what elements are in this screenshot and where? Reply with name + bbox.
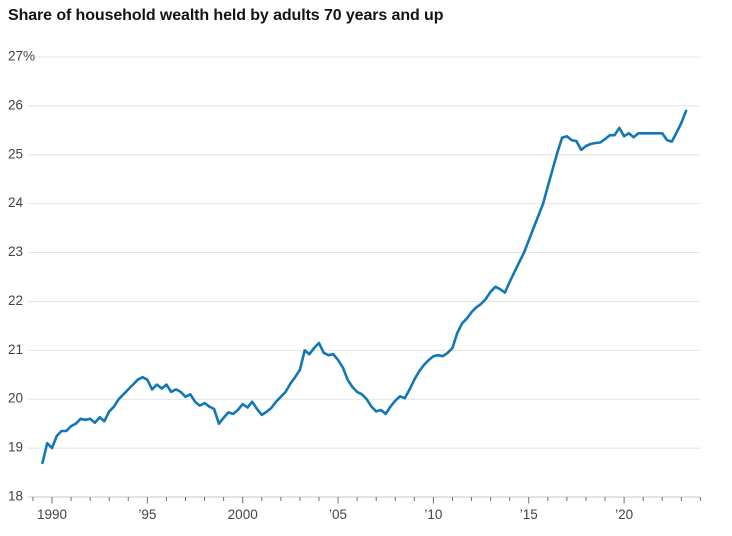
y-axis-tick-label: 24 [8, 195, 24, 210]
chart-title: Share of household wealth held by adults… [8, 7, 444, 24]
y-axis-tick-label: 18 [8, 489, 23, 504]
y-axis-tick-label: 22 [8, 293, 23, 308]
y-axis-tick-label: 21 [8, 342, 23, 357]
wealth-share-data-line [41, 109, 688, 465]
y-axis-tick-label: 25 [8, 146, 23, 161]
y-axis-tick-label: 26 [8, 97, 23, 112]
x-axis-tick-label: 2000 [228, 507, 258, 522]
x-axis-tick-label: ’05 [329, 507, 347, 522]
y-axis-tick-label: 23 [8, 244, 23, 259]
y-axis-tick-label: 19 [8, 440, 23, 455]
x-axis-tick-label: ’20 [615, 507, 633, 522]
x-axis-tick-label: ’95 [138, 507, 156, 522]
x-axis-tick-label: ’10 [424, 507, 442, 522]
x-axis-tick-label: ’15 [520, 507, 538, 522]
y-axis-tick-label: 20 [8, 391, 23, 406]
x-axis-tick-label: 1990 [37, 507, 67, 522]
y-axis-tick-label: 27% [8, 48, 35, 63]
